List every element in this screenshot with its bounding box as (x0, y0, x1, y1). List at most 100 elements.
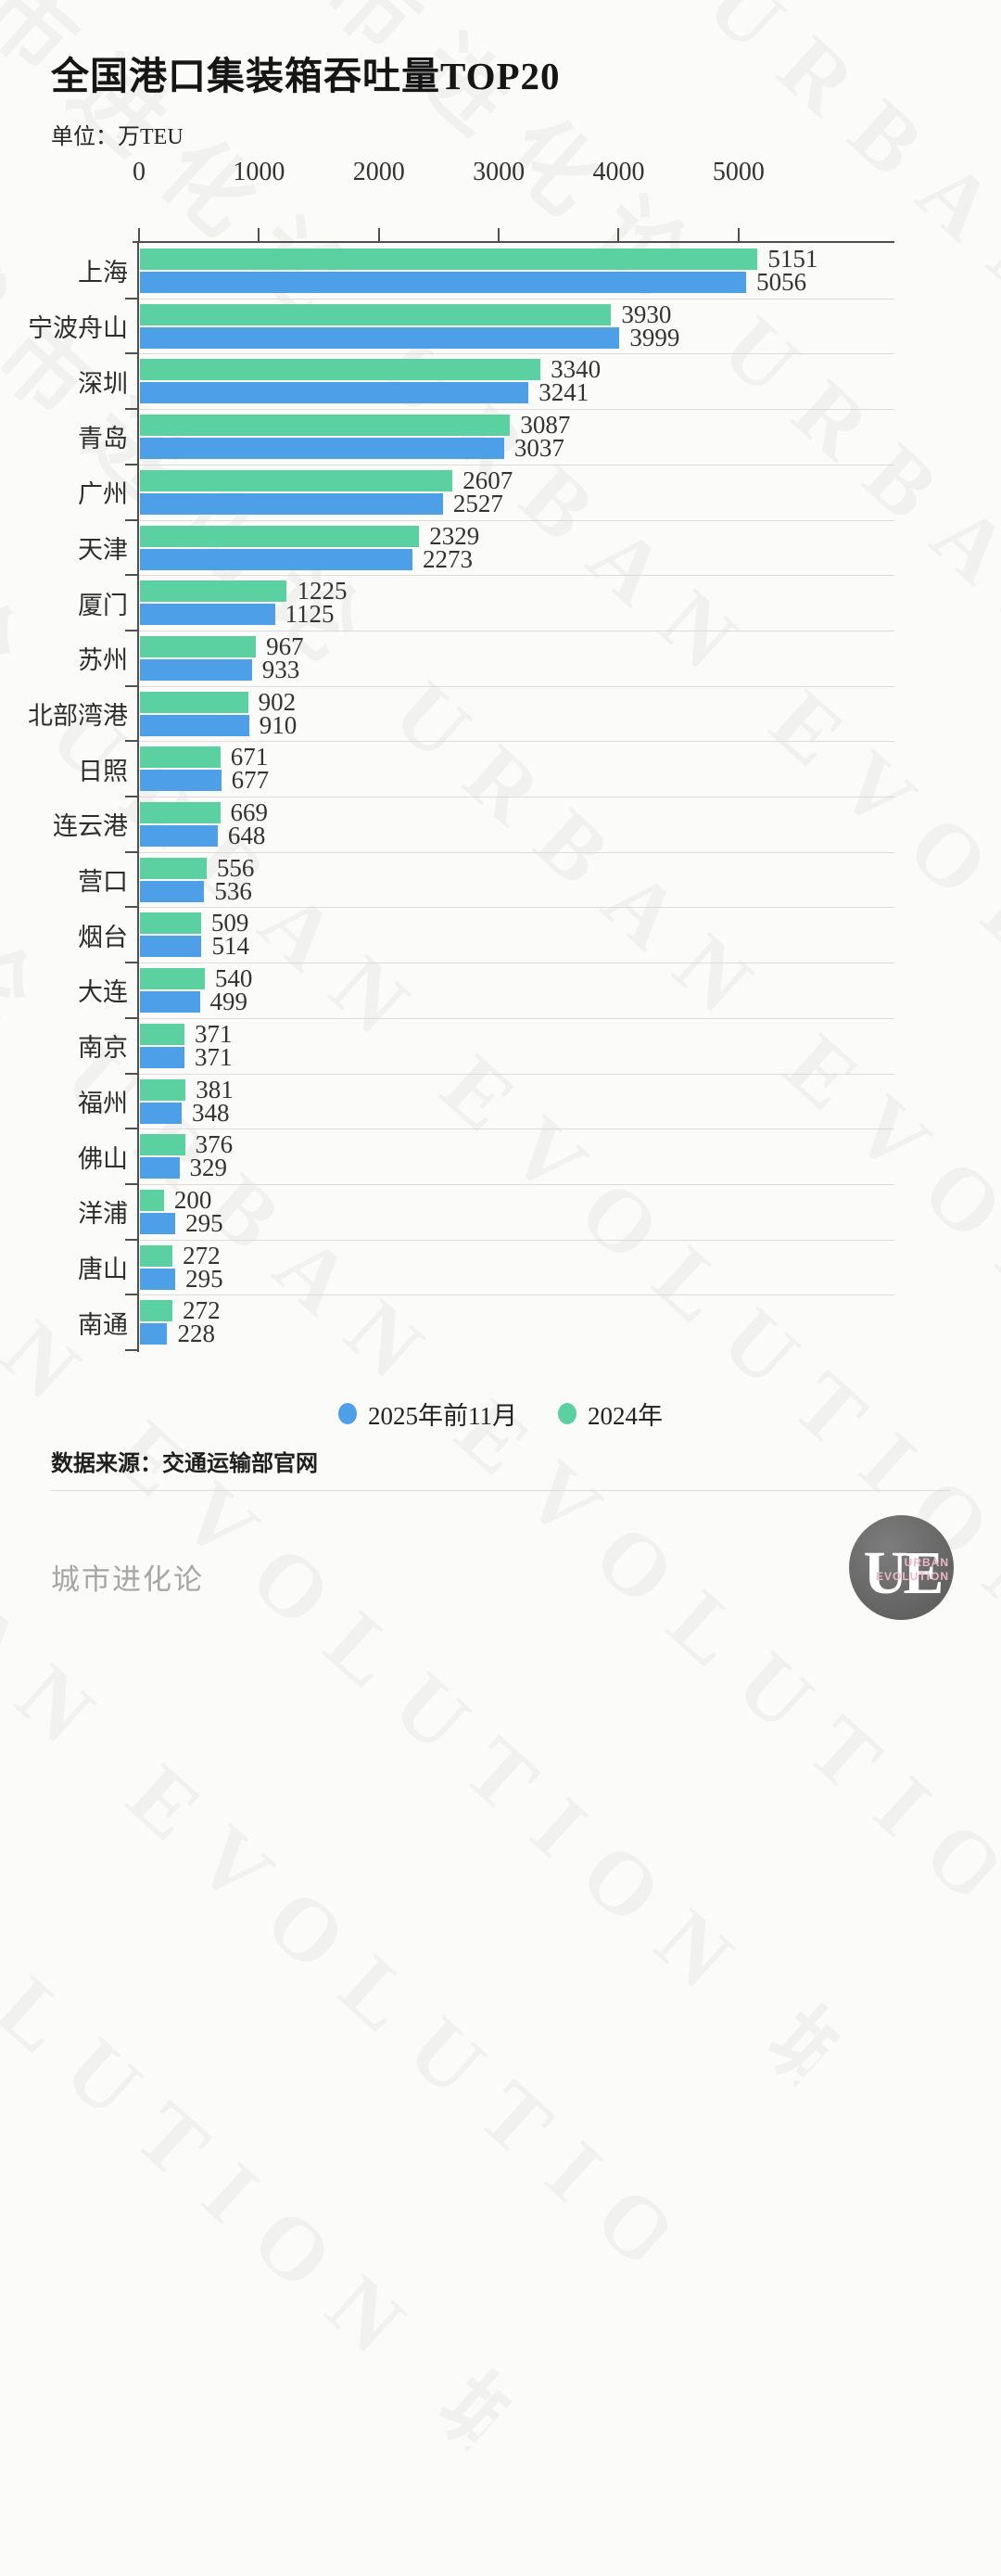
value-label: 371 (194, 1042, 233, 1071)
category-label: 福州 (78, 1089, 128, 1117)
value-label: 3241 (539, 378, 589, 407)
bar-2025 (140, 714, 249, 736)
bar-chart: 0 1000 2000 3000 4000 5000 上海 5151 5056 宁波舟山 3930… (28, 158, 894, 1352)
row-gridline (139, 575, 894, 577)
value-label: 536 (214, 876, 252, 905)
row-gridline (139, 851, 894, 853)
value-label: 371 (194, 1019, 233, 1048)
bar-2025 (140, 604, 275, 626)
row-gridline (139, 409, 894, 411)
x-axis-line (133, 241, 894, 243)
y-axis-tick-mark (125, 740, 137, 743)
row-gridline (139, 685, 894, 687)
y-axis-tick-mark (125, 684, 137, 687)
value-label: 381 (196, 1075, 234, 1103)
bar-2025 (140, 1046, 184, 1068)
value-label: 2527 (452, 489, 503, 517)
value-label: 933 (261, 655, 300, 683)
bar-2024 (140, 359, 541, 381)
bar-2025 (140, 492, 443, 515)
category-label: 苏州 (78, 646, 128, 675)
x-axis-tick-label: 3000 (473, 158, 526, 186)
bar-2024 (140, 1078, 186, 1101)
value-label: 514 (211, 932, 249, 961)
bar-2024 (140, 691, 248, 713)
x-axis-tick-mark (138, 228, 140, 241)
value-label: 902 (258, 687, 297, 716)
row-gridline (139, 519, 894, 521)
category-label: 深圳 (78, 369, 128, 398)
value-label: 5151 (767, 245, 818, 273)
category-label: 大连 (78, 978, 128, 1007)
y-axis-tick-mark (125, 906, 137, 909)
bar-2024 (140, 303, 612, 325)
value-label: 499 (209, 988, 248, 1016)
value-label: 540 (214, 964, 253, 993)
bar-2025 (140, 1102, 183, 1124)
y-axis-tick-mark (125, 850, 137, 853)
category-label: 厦门 (78, 591, 128, 619)
bar-2025 (140, 936, 202, 958)
row-gridline (139, 1183, 894, 1185)
category-label: 宁波舟山 (28, 314, 128, 343)
value-label: 329 (189, 1154, 228, 1182)
bar-2025 (140, 1268, 176, 1290)
y-axis-line (137, 241, 139, 1352)
value-label: 910 (259, 710, 298, 739)
x-axis-tick-label: 4000 (592, 158, 645, 186)
bar-2024 (140, 968, 205, 990)
value-label: 556 (216, 853, 255, 882)
value-label: 1125 (285, 600, 335, 629)
logo-subtitle: URBAN EVOLUTION (876, 1556, 949, 1584)
value-label: 1225 (297, 577, 348, 606)
chart-legend: 2025年前11月 2024年 (0, 1396, 1001, 1432)
y-axis-tick-mark (125, 408, 137, 411)
category-label: 南通 (78, 1310, 128, 1339)
y-axis-tick-mark (125, 1016, 137, 1019)
bar-2025 (140, 825, 218, 847)
bar-2024 (140, 857, 207, 879)
bar-2025 (140, 548, 413, 570)
x-axis-tick-mark (617, 228, 620, 241)
y-axis-tick-mark (125, 629, 137, 631)
bar-2025 (140, 770, 222, 792)
category-label: 南京 (78, 1034, 128, 1063)
data-source: 数据来源：交通运输部官网 (51, 1452, 318, 1476)
bar-2024 (140, 414, 511, 437)
value-label: 509 (210, 909, 249, 937)
bar-2025 (140, 438, 504, 460)
value-label: 3340 (551, 355, 602, 384)
x-axis-tick-mark (498, 228, 500, 241)
brand-name: 城市进化论 (51, 1563, 204, 1596)
legend-dot-icon (558, 1403, 577, 1424)
value-label: 3999 (629, 323, 680, 351)
category-label: 北部湾港 (28, 701, 128, 730)
value-label: 348 (192, 1098, 230, 1127)
footer-divider (51, 1490, 950, 1491)
legend-item: 2024年 (558, 1396, 663, 1432)
y-axis-tick-mark (125, 463, 137, 465)
category-label: 唐山 (78, 1255, 128, 1283)
value-label: 200 (173, 1185, 212, 1214)
bar-2025 (140, 1323, 168, 1345)
y-axis-tick-mark (125, 518, 137, 521)
row-gridline (139, 1294, 894, 1296)
value-label: 967 (266, 631, 304, 660)
value-label: 669 (230, 798, 269, 826)
legend-label: 2024年 (588, 1402, 663, 1430)
y-axis-tick-mark (125, 1128, 137, 1130)
bar-2024 (140, 1023, 184, 1045)
bar-2024 (140, 1244, 173, 1267)
category-label: 日照 (78, 757, 128, 785)
value-label: 272 (183, 1296, 221, 1325)
row-gridline (139, 353, 894, 355)
y-axis-tick-mark (125, 1182, 137, 1185)
bar-2024 (140, 802, 221, 823)
logo-subtitle-line1: URBAN (904, 1556, 949, 1569)
row-gridline (139, 907, 894, 909)
bar-2024 (140, 635, 257, 657)
category-label: 佛山 (78, 1144, 128, 1173)
bar-2024 (140, 249, 758, 270)
row-gridline (139, 298, 894, 300)
logo-subtitle-line2: EVOLUTION (875, 1570, 949, 1583)
